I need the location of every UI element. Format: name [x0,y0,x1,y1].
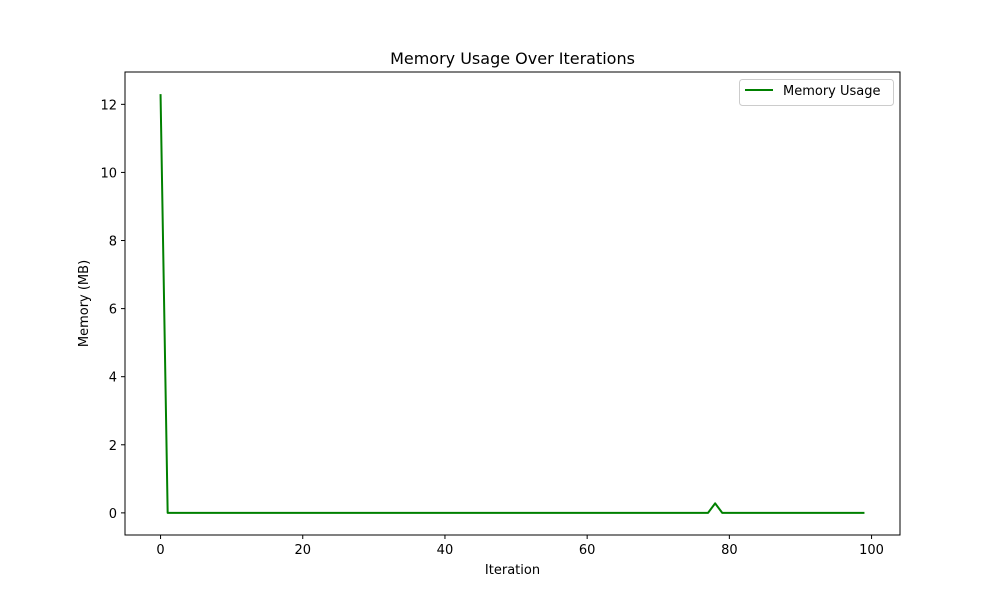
plot-area [125,72,900,535]
y-tick-label: 2 [109,439,117,454]
series-layer [159,94,865,514]
x-tick-label: 100 [859,543,884,558]
y-tick-label: 0 [109,507,117,522]
x-tick-label: 20 [294,543,311,558]
y-tick-label: 4 [109,371,117,386]
y-tick-label: 8 [109,235,117,250]
chart-title: Memory Usage Over Iterations [390,49,635,68]
x-tick-label: 80 [721,543,738,558]
x-axis-title: Iteration [485,563,540,578]
y-axis-title: Memory (MB) [77,260,92,347]
y-axis-ticks: 0 2 4 6 8 10 12 [100,98,125,522]
y-tick-label: 10 [100,166,117,181]
y-tick-label: 12 [100,98,117,113]
plot-frame [124,71,901,536]
x-axis-ticks: 0 20 40 60 80 100 [156,535,884,558]
y-tick-label: 6 [109,303,117,318]
x-tick-label: 0 [156,543,164,558]
legend-label-memory-usage: Memory Usage [783,84,881,99]
legend-box [739,79,894,106]
x-tick-label: 40 [437,543,454,558]
x-tick-label: 60 [579,543,596,558]
series-line-memory-usage [159,94,865,514]
legend: Memory Usage [739,79,894,106]
